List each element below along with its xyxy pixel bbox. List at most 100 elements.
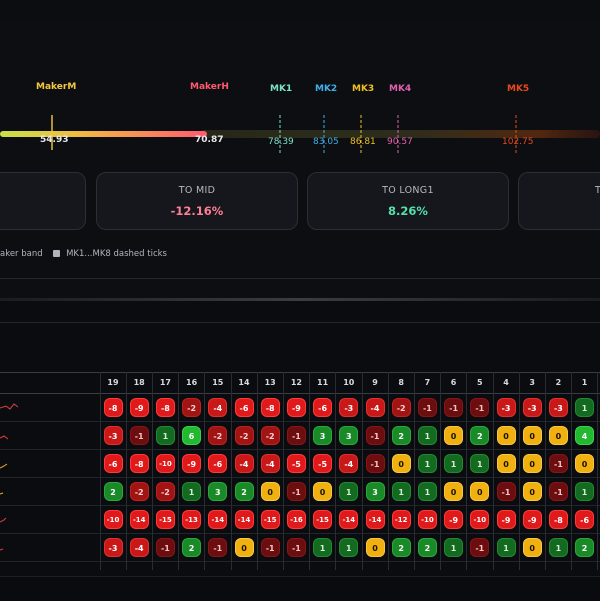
heatmap-cell: -1 — [286, 426, 306, 445]
heatmap-cell: 0 — [470, 482, 490, 501]
heatmap-cell: 1 — [444, 538, 464, 557]
heatmap-cell: -3 — [103, 538, 123, 557]
column-header: 16 — [186, 378, 198, 387]
marker-value-mk3: 86.81 — [350, 137, 376, 147]
heatmap-cell: -15 — [260, 510, 280, 529]
bottom-bar — [0, 576, 600, 601]
heatmap-cell: 0 — [313, 482, 333, 501]
heatmap-cell: -5 — [313, 454, 333, 473]
heatmap-cell: -1 — [417, 398, 437, 417]
heatmap-cell: 0 — [260, 482, 280, 501]
legend-item-maker-band: aker band — [0, 249, 43, 259]
heatmap-cell: -6 — [103, 454, 123, 473]
heatmap-cell: 0 — [522, 454, 542, 473]
column-header: 8 — [398, 378, 404, 387]
heatmap-cell: 2 — [470, 426, 490, 445]
heatmap-cell: -13 — [182, 510, 202, 529]
column-header: 10 — [343, 378, 355, 387]
heatmap-cell: 6 — [182, 426, 202, 445]
heatmap-cell: 1 — [417, 426, 437, 445]
heatmap-cell: -8 — [103, 398, 123, 417]
glow-track — [200, 130, 600, 138]
heatmap-cell: 1 — [444, 454, 464, 473]
heatmap-cell: 1 — [155, 426, 175, 445]
heatmap-cell: -1 — [129, 426, 149, 445]
legend: aker band MK1...MK8 dashed ticks — [0, 249, 167, 259]
column-divider — [151, 372, 153, 570]
heatmap-cell: 1 — [417, 454, 437, 473]
heatmap-cell: -1 — [260, 538, 280, 557]
heatmap-cell: -1 — [286, 538, 306, 557]
column-divider — [544, 372, 546, 570]
heatmap-cell: -9 — [444, 510, 464, 529]
heatmap-cell: -1 — [286, 482, 306, 501]
card-title: TO — [595, 185, 600, 196]
heatmap-cell: 1 — [575, 398, 595, 417]
heatmap-cell: -14 — [339, 510, 359, 529]
table-row: -8-9-8-2-4-6-8-9-6-3-4-2-1-1-1-3-3-313 — [0, 394, 600, 422]
card-partial-right: TO — [518, 172, 600, 230]
heatmap-cell: -10 — [155, 454, 175, 473]
heatmap-cell: -8 — [155, 398, 175, 417]
heatmap-cell: -2 — [260, 426, 280, 445]
heatmap-cell: 1 — [548, 538, 568, 557]
card-title: TO LONG1 — [382, 185, 434, 196]
heatmap-cell: -9 — [182, 454, 202, 473]
heatmap-cell: -9 — [496, 510, 516, 529]
heatmap-cell: -14 — [208, 510, 228, 529]
card-partial-left: E % — [0, 172, 86, 230]
heatmap-cell: 0 — [522, 482, 542, 501]
heatmap-cell: -4 — [365, 398, 385, 417]
heatmap-cell: 0 — [234, 538, 254, 557]
heatmap-cell: -2 — [391, 398, 411, 417]
column-header: 15 — [212, 378, 224, 387]
heatmap-cell: -2 — [182, 398, 202, 417]
column-divider — [597, 372, 599, 570]
heatmap-cell: -6 — [234, 398, 254, 417]
heatmap-cell: -5 — [286, 454, 306, 473]
column-header: 3 — [529, 378, 535, 387]
table-header: 191817161514131211109876543210 — [0, 372, 600, 394]
heatmap-cell: 0 — [496, 454, 516, 473]
heatmap-cell: 2 — [234, 482, 254, 501]
heatmap-cell: -9 — [522, 510, 542, 529]
legend-item-mk-ticks: MK1...MK8 dashed ticks — [66, 249, 167, 259]
marker-value-makerm: 54.93 — [40, 135, 69, 145]
card-value: 8.26% — [388, 204, 428, 218]
marker-value-mk1: 78.39 — [268, 137, 294, 147]
column-header: 17 — [159, 378, 171, 387]
heatmap-cell: -3 — [522, 398, 542, 417]
column-divider — [309, 372, 311, 570]
heatmap-cell: -9 — [129, 398, 149, 417]
sparkline-6 — [0, 548, 4, 551]
card-to-long1: TO LONG1 8.26% — [307, 172, 509, 230]
marker-label-mk5: MK5 — [507, 84, 530, 94]
heatmap-cell: -12 — [391, 510, 411, 529]
heatmap-cell: -8 — [260, 398, 280, 417]
sparkline-4 — [0, 492, 4, 495]
heatmap-cell: -14 — [365, 510, 385, 529]
sparkline-5 — [0, 517, 7, 523]
heatmap-cell: 0 — [522, 426, 542, 445]
heatmap-cell: -3 — [339, 398, 359, 417]
marker-label-mk1: MK1 — [270, 84, 293, 94]
top-bar — [0, 0, 600, 23]
maker-band — [0, 131, 207, 137]
heatmap-cell: -1 — [365, 454, 385, 473]
heatmap-cell: -1 — [496, 482, 516, 501]
table-row: -10 -14 -15 -13 -14 -14 -15 -16 -15 -14 -14 -12 -10-… — [0, 506, 600, 534]
column-header: 12 — [290, 378, 302, 387]
heatmap-cell: -3 — [548, 398, 568, 417]
heatmap-cell: -4 — [129, 538, 149, 557]
column-divider — [335, 372, 337, 570]
heatmap-cell: 1 — [339, 538, 359, 557]
maker-band-scale — [0, 115, 600, 154]
marker-label-mk3: MK3 — [352, 84, 375, 94]
column-header: 4 — [503, 378, 509, 387]
heatmap-cell: 2 — [417, 538, 437, 557]
table-row: -3-116-2-2-2-133-1210200042 — [0, 422, 600, 450]
column-divider — [466, 372, 468, 570]
column-header: 1 — [581, 378, 588, 387]
